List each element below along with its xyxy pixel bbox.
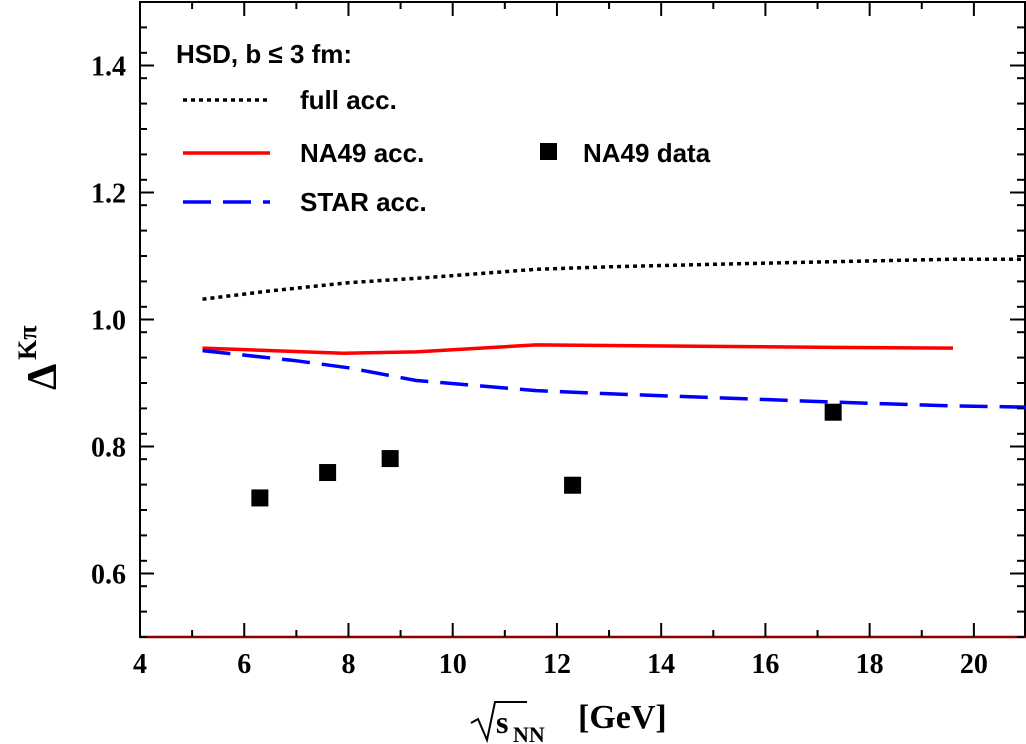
- y-axis-symbol: Δ: [20, 364, 66, 390]
- series-line-star-acc: [202, 348, 1026, 409]
- x-tick-label: 8: [341, 649, 355, 680]
- y-tick-label: 1.2: [91, 179, 126, 210]
- series-line-na49-acc: [202, 343, 954, 355]
- data-point-na49-data: [381, 450, 399, 468]
- legend-title: HSD, b ≤ 3 fm:: [176, 39, 352, 69]
- series-layer: [202, 257, 1026, 507]
- x-tick-label: 16: [751, 649, 779, 680]
- ticks-layer: 4 6 8 10 12 14 16 18 20 0.6 0.8 1.0 1.2 1.4: [91, 1, 1026, 680]
- x-axis-var: s: [496, 704, 508, 740]
- x-tick-label: 12: [543, 649, 571, 680]
- x-tick-label: 6: [237, 649, 251, 680]
- legend-label-star-acc: STAR acc.: [300, 187, 427, 217]
- x-tick-label: 4: [133, 649, 147, 680]
- data-point-na49-data: [824, 403, 842, 421]
- x-axis-unit: [GeV]: [578, 699, 667, 736]
- y-axis-title: Δ Kπ: [13, 326, 66, 390]
- legend-label-na49-acc: NA49 acc.: [300, 138, 424, 168]
- data-point-na49-data: [564, 476, 582, 494]
- data-point-na49-data: [319, 464, 337, 482]
- x-tick-label: 20: [960, 649, 988, 680]
- x-axis-sub: NN: [513, 722, 545, 744]
- sqrt-sign-icon: [470, 701, 527, 744]
- legend-label-na49-data: NA49 data: [583, 138, 711, 168]
- legend: HSD, b ≤ 3 fm: full acc. NA49 acc. NA49 …: [176, 39, 711, 217]
- legend-swatch-na49-data: [540, 143, 557, 160]
- y-tick-label: 1.4: [91, 52, 126, 83]
- x-tick-label: 14: [647, 649, 675, 680]
- data-point-na49-data: [251, 489, 269, 507]
- grid-frame-layer: [139, 1, 1026, 639]
- legend-label-full-acc: full acc.: [300, 85, 397, 115]
- series-line-full-acc: [202, 257, 1026, 301]
- x-tick-label: 10: [439, 649, 467, 680]
- plot-frame: [139, 1, 1026, 638]
- y-axis-sup: Kπ: [13, 326, 42, 360]
- x-axis-title: s NN [GeV]: [470, 699, 667, 744]
- x-tick-label: 18: [856, 649, 884, 680]
- y-tick-label: 0.8: [91, 433, 126, 464]
- y-tick-label: 0.6: [91, 560, 126, 591]
- y-tick-label: 1.0: [91, 306, 126, 337]
